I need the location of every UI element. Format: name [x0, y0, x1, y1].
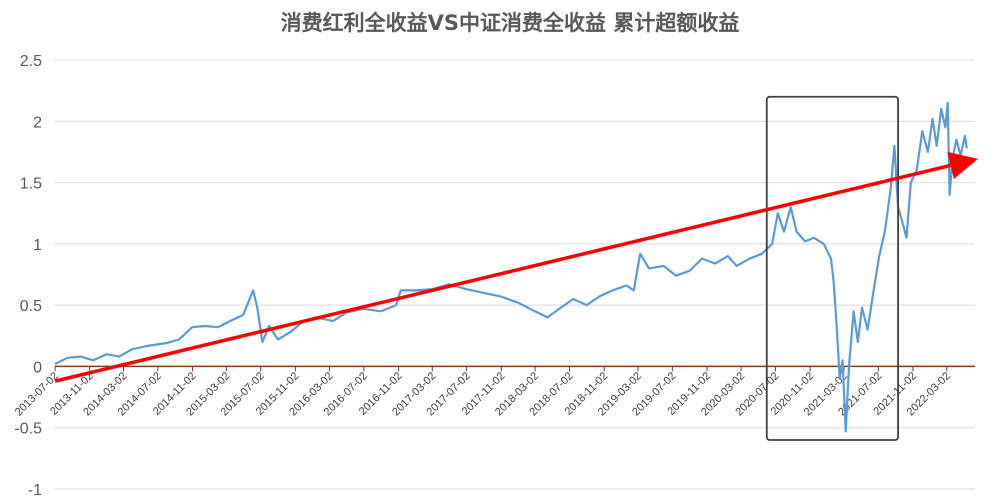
highlight-box [765, 95, 899, 441]
y-axis: 2.5 2 1.5 1 0.5 0 -0.5 -1 [14, 53, 42, 496]
trend-arrow [54, 151, 978, 383]
chart-title: 消费红利全收益VS中证消费全收益 累计超额收益 [281, 11, 740, 35]
y-tick-label: -0.5 [14, 421, 42, 438]
y-tick-label: 2.5 [20, 53, 42, 70]
y-tick-label: -1 [28, 482, 42, 496]
x-axis: 2013-07-022013-11-022014-03-022014-07-02… [13, 366, 953, 418]
gridlines [55, 59, 975, 490]
y-tick-label: 1.5 [20, 176, 42, 193]
series-line [54, 101, 968, 433]
y-tick-label: 0 [33, 359, 42, 376]
y-tick-label: 2 [33, 114, 42, 131]
y-tick-label: 1 [33, 237, 42, 254]
y-tick-label: 0.5 [20, 298, 42, 315]
plot-area [54, 95, 978, 441]
